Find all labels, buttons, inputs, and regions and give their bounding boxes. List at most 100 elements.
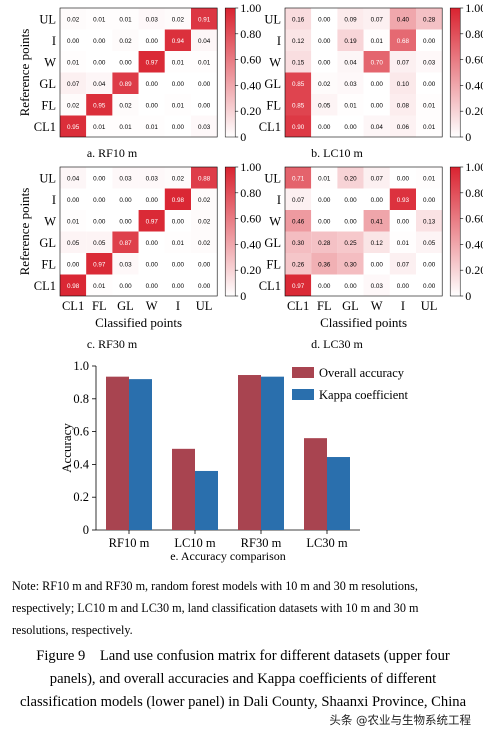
- heatmap-cell: [363, 94, 390, 116]
- heatmap-col-label: CL1: [287, 299, 309, 313]
- heatmap-cell-label: 0.30: [344, 261, 357, 268]
- heatmap-cell-label: 0.97: [146, 218, 159, 225]
- heatmap-cell-label: 0.00: [344, 197, 357, 204]
- heatmap-cell: [191, 274, 218, 296]
- heatmap-cell: [86, 72, 113, 94]
- heatmap-cell: [138, 274, 165, 296]
- heatmap-cell-label: 0.01: [119, 16, 132, 23]
- bar-x-tick-label: RF30 m: [241, 536, 282, 550]
- heatmap-row-label: I: [52, 193, 56, 207]
- heatmap-cell-label: 0.36: [318, 261, 331, 268]
- heatmap-cell-label: 0.03: [423, 59, 436, 66]
- heatmap-cell: [164, 94, 191, 116]
- heatmap-cell: [86, 8, 113, 30]
- legend-label: Overall accuracy: [319, 366, 405, 380]
- heatmap-cell: [285, 72, 312, 94]
- heatmap-cell: [191, 231, 218, 253]
- heatmap-cell-label: 0.46: [292, 218, 305, 225]
- bar: [129, 379, 152, 530]
- colorbar-tick-label: 0: [240, 289, 246, 303]
- heatmap-caption: a. RF10 m: [87, 146, 138, 160]
- heatmap-cell: [191, 8, 218, 30]
- heatmap-cell: [311, 29, 338, 51]
- heatmap-cell: [112, 188, 139, 210]
- bar-y-tick-label: 0.6: [73, 425, 89, 439]
- heatmap-cell-label: 0.04: [93, 81, 106, 88]
- heatmap-cell-label: 0.28: [423, 16, 436, 23]
- heatmap-cell: [60, 72, 87, 94]
- heatmap-row-label: UL: [39, 171, 56, 185]
- heatmap-cell: [285, 231, 312, 253]
- heatmap-cell-label: 0.97: [292, 283, 305, 290]
- heatmap-cell: [191, 94, 218, 116]
- heatmap-cell: [363, 274, 390, 296]
- heatmap-cell: [416, 115, 443, 137]
- heatmap-cell: [337, 210, 364, 232]
- heatmap-cell-label: 0.93: [397, 197, 410, 204]
- heatmap-cell-label: 0.01: [371, 38, 384, 45]
- heatmap-cell-label: 0.00: [371, 261, 384, 268]
- heatmap-cell: [60, 115, 87, 137]
- heatmap-cell: [363, 115, 390, 137]
- heatmap-cell-label: 0.03: [119, 175, 132, 182]
- heatmap-cell: [112, 51, 139, 73]
- heatmap-cell: [191, 115, 218, 137]
- heatmap-cell: [416, 167, 443, 189]
- bar: [172, 448, 195, 530]
- heatmap-cell: [60, 188, 87, 210]
- heatmap-cell: [86, 29, 113, 51]
- heatmap-cell-label: 0.00: [146, 81, 159, 88]
- heatmap-cell-label: 0.04: [344, 59, 357, 66]
- heatmap-cell-label: 0.20: [344, 175, 357, 182]
- heatmap-cell: [138, 210, 165, 232]
- heatmap-cell-label: 0.25: [344, 240, 357, 247]
- heatmap-cell: [60, 51, 87, 73]
- colorbar-tick-label: 0.20: [465, 263, 483, 277]
- heatmap-cell-label: 0.94: [172, 38, 185, 45]
- heatmap-cell-label: 0.00: [423, 283, 436, 290]
- heatmap-col-label: CL1: [62, 299, 84, 313]
- colorbar: [224, 166, 236, 297]
- heatmap-row-label: GL: [264, 236, 281, 250]
- heatmap-cell-label: 0.00: [172, 283, 185, 290]
- heatmap-row-label: I: [277, 193, 281, 207]
- heatmap-cell-label: 0.00: [318, 218, 331, 225]
- heatmap-cell: [164, 253, 191, 275]
- colorbar-tick-label: 0: [240, 130, 246, 144]
- heatmap-cell-label: 0.09: [344, 16, 357, 23]
- heatmap-frame: [59, 7, 218, 138]
- heatmap-cell: [86, 51, 113, 73]
- heatmap-cell: [389, 51, 416, 73]
- heatmap-col-label: W: [371, 299, 383, 313]
- heatmap-cell-label: 0.02: [172, 175, 185, 182]
- heatmap-cell: [337, 8, 364, 30]
- colorbar-tick-label: 0.40: [240, 237, 261, 251]
- watermark: 头条 @农业与生物系统工程: [329, 713, 471, 727]
- heatmap-cell: [112, 231, 139, 253]
- heatmap-col-label: FL: [92, 299, 107, 313]
- bar: [327, 457, 350, 530]
- heatmap-col-label: W: [146, 299, 158, 313]
- heatmap-cell: [311, 51, 338, 73]
- heatmap-cell-label: 0.00: [93, 218, 106, 225]
- heatmap-cell-label: 0.00: [344, 124, 357, 131]
- heatmap-cell-label: 0.40: [397, 16, 410, 23]
- heatmap-cell: [337, 94, 364, 116]
- heatmap-row-label: W: [269, 214, 281, 228]
- heatmap-cell: [389, 253, 416, 275]
- heatmap-cell: [285, 51, 312, 73]
- heatmap-cell: [311, 94, 338, 116]
- heatmap-cell: [337, 231, 364, 253]
- heatmap-row-label: FL: [41, 257, 56, 271]
- heatmap-cell: [389, 94, 416, 116]
- heatmap-cell-label: 0.12: [371, 240, 384, 247]
- heatmap-cell-label: 0.00: [67, 38, 80, 45]
- heatmap-cell: [60, 29, 87, 51]
- heatmap-cell: [191, 253, 218, 275]
- heatmap-cell-label: 0.00: [423, 38, 436, 45]
- heatmap-cell-label: 0.00: [371, 102, 384, 109]
- heatmap-cell: [389, 72, 416, 94]
- heatmap-row-label: CL1: [34, 120, 56, 134]
- heatmap-cell-label: 0.91: [198, 16, 211, 23]
- heatmap-cell-label: 0.01: [93, 283, 106, 290]
